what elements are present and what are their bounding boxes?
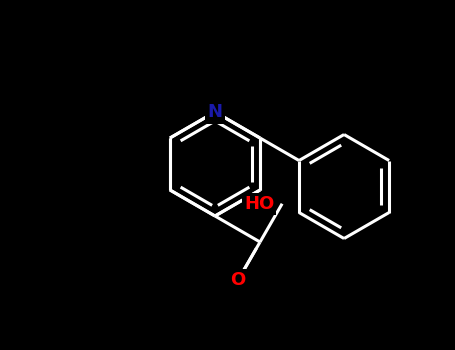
Text: O: O — [230, 271, 246, 289]
Text: HO: HO — [244, 195, 274, 213]
Text: N: N — [207, 103, 222, 121]
